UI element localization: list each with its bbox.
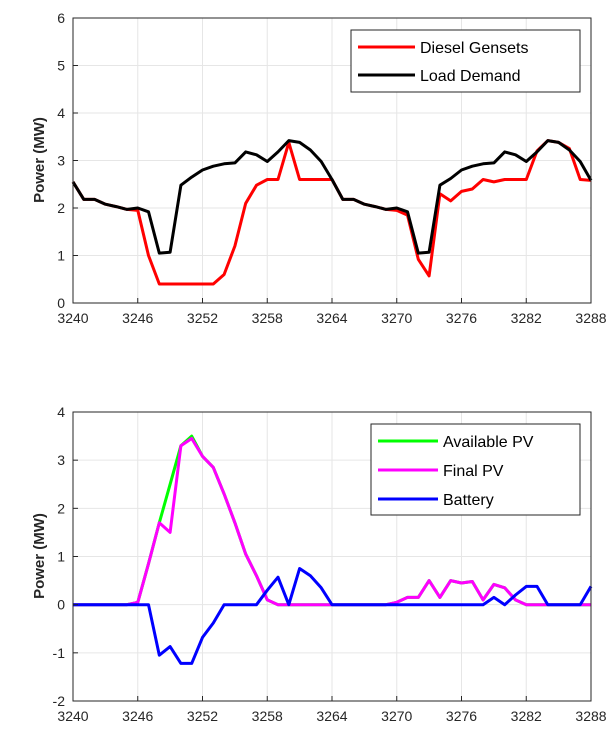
top-x-tick-label: 3276 <box>446 310 477 326</box>
top-x-tick-label: 3282 <box>511 310 542 326</box>
top-series-line-load-demand <box>71 139 593 255</box>
chart-top: 3240 3246 3252 3258 3264 3270 3276 3282 3288 0 1 2 3… <box>31 10 607 326</box>
top-legend: Diesel Gensets Load Demand <box>350 29 581 93</box>
chart-bottom: 3240 3246 3252 3258 3264 3270 3276 3282 3288-2-1… <box>31 404 607 724</box>
bottom-x-tick-label: 3270 <box>381 708 412 724</box>
bottom-y-tick-label: 2 <box>57 500 65 516</box>
bottom-x-tick-label: 3252 <box>187 708 218 724</box>
bottom-y-tick-label: -1 <box>53 645 66 661</box>
top-x-tick-label: 3264 <box>316 310 347 326</box>
bottom-x-tick-label: 3288 <box>575 708 606 724</box>
top-x-tick-label: 3270 <box>381 310 412 326</box>
bottom-y-tick-label: 4 <box>57 404 65 420</box>
top-y-tick-label: 2 <box>57 200 65 216</box>
bottom-legend: Available PV Final PV Battery <box>370 423 581 516</box>
bottom-x-tick-label: 3258 <box>252 708 283 724</box>
bottom-y-tick-label: 1 <box>57 549 65 565</box>
top-series-group <box>71 139 593 286</box>
bottom-legend-label-battery: Battery <box>443 492 494 509</box>
bottom-y-axis-label: Power (MW) <box>31 513 48 599</box>
top-legend-label-diesel: Diesel Gensets <box>420 40 529 57</box>
top-y-tick-label: 5 <box>57 58 65 74</box>
top-y-tick-label: 4 <box>57 105 65 121</box>
bottom-y-tick-label: 0 <box>57 597 65 613</box>
top-y-tick-label: 1 <box>57 248 65 264</box>
bottom-legend-label-available-pv: Available PV <box>443 434 534 451</box>
bottom-x-tick-label: 3276 <box>446 708 477 724</box>
bottom-y-tick-label: 3 <box>57 452 65 468</box>
top-x-tick-label: 3288 <box>575 310 606 326</box>
bottom-legend-label-final-pv: Final PV <box>443 463 504 480</box>
top-legend-box <box>350 29 581 93</box>
top-x-tick-label: 3240 <box>57 310 88 326</box>
top-x-tick-label: 3246 <box>122 310 153 326</box>
top-x-tick-label: 3252 <box>187 310 218 326</box>
bottom-x-tick-label: 3264 <box>316 708 347 724</box>
top-legend-label-load: Load Demand <box>420 68 521 85</box>
bottom-x-tick-label: 3240 <box>57 708 88 724</box>
bottom-tick-labels: 3240 3246 3252 3258 3264 3270 3276 3282 3288-2-1… <box>53 404 607 724</box>
top-y-tick-label: 6 <box>57 10 65 26</box>
top-tick-labels: 3240 3246 3252 3258 3264 3270 3276 3282 3288 0 1 2 3… <box>57 10 607 326</box>
bottom-series-group <box>73 434 593 665</box>
top-y-axis-label: Power (MW) <box>31 117 48 203</box>
top-x-tick-label: 3258 <box>252 310 283 326</box>
top-y-tick-label: 0 <box>57 295 65 311</box>
bottom-series-line-battery <box>73 567 593 665</box>
top-y-tick-label: 3 <box>57 153 65 169</box>
bottom-x-tick-label: 3246 <box>122 708 153 724</box>
bottom-x-tick-label: 3282 <box>511 708 542 724</box>
bottom-y-tick-label: -2 <box>53 693 66 709</box>
